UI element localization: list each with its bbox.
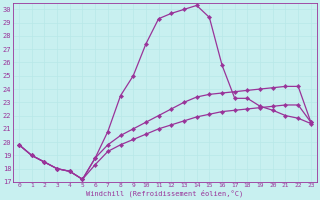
X-axis label: Windchill (Refroidissement éolien,°C): Windchill (Refroidissement éolien,°C) — [86, 190, 244, 197]
